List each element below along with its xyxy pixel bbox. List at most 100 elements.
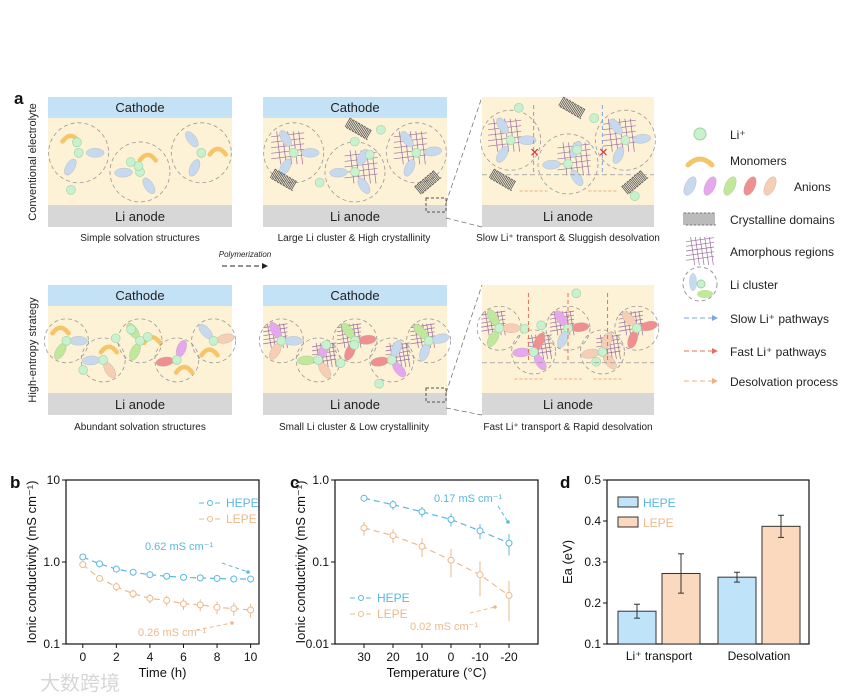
zoom-guide-line <box>445 284 483 394</box>
data-point-hepe <box>96 560 104 568</box>
legend-label: LEPE <box>226 512 257 526</box>
li-ion-icon <box>519 323 530 334</box>
anode-layer <box>263 205 447 227</box>
legend-swatch <box>617 516 639 528</box>
legend-label: Slow Li⁺ pathways <box>730 312 829 326</box>
amorphous-region-icon <box>493 118 499 152</box>
li-ion-icon <box>133 161 144 171</box>
data-point-lepe <box>179 600 187 608</box>
li-ion-icon <box>374 378 384 389</box>
li-cluster-icon <box>511 329 556 375</box>
anion-shape <box>743 176 757 196</box>
li-cluster-icon <box>263 122 325 184</box>
li-ion-icon <box>528 347 539 357</box>
anion-icon <box>612 146 625 164</box>
chart-d: d 0.1 0.2 0.3 0.4 0.5 Ea (eV) Li⁺ transport Deso… <box>560 473 810 663</box>
li-cluster-icon <box>191 318 237 364</box>
category-label: Desolvation <box>728 649 791 663</box>
amorphous-region-icon <box>344 168 378 173</box>
amorphous-region-icon <box>409 131 415 165</box>
legend-marker <box>358 611 364 617</box>
crystalline-domain-icon <box>683 212 716 226</box>
li-ion-icon <box>98 355 108 365</box>
amorphous-region-icon <box>557 165 591 171</box>
anion-icon <box>357 177 371 194</box>
y-tick-label: 10 <box>47 473 61 487</box>
caption-6: Fast Li⁺ transport & Rapid desolvation <box>483 422 652 433</box>
anode-layer <box>263 393 447 415</box>
data-point-lepe <box>146 594 154 602</box>
anion-shape <box>703 176 717 196</box>
cluster-shape <box>682 266 718 302</box>
amorphous-region-icon <box>292 131 298 165</box>
li-cluster-icon <box>44 318 89 364</box>
data-point-lepe <box>79 561 87 569</box>
cathode-label: Cathode <box>115 100 164 115</box>
x-tick-label: 20 <box>386 650 400 664</box>
amorphous-region-icon <box>584 142 590 176</box>
data-point-hepe <box>79 553 87 561</box>
li-ion-icon <box>629 191 640 201</box>
amorphous-region-icon <box>515 118 521 152</box>
monomer-icon <box>685 156 715 168</box>
schematic-conventional-2: Cathode Li anode <box>263 97 447 227</box>
li-ion-icon <box>208 335 219 346</box>
anion-icon <box>188 159 201 177</box>
amorphous-region-icon <box>415 131 421 165</box>
li-cluster-icon <box>258 318 304 364</box>
anion-icon <box>301 148 320 158</box>
amorphous-region-icon <box>349 150 355 184</box>
amorphous-region-icon <box>638 311 644 336</box>
data-point-hepe <box>129 568 137 576</box>
li-cluster-icon <box>154 337 200 383</box>
panel-letter: d <box>560 473 570 492</box>
data-point-hepe <box>247 575 255 583</box>
li-ion-icon <box>563 159 573 169</box>
y-axis-title: Ionic conductivity (mS cm⁻¹) <box>293 481 308 644</box>
x-tick-label: 4 <box>147 650 154 664</box>
amorphous-region-icon <box>685 236 715 266</box>
anode-layer <box>48 205 232 227</box>
annotation: 0.26 mS cm⁻¹ <box>138 627 206 639</box>
zoom-guide-line <box>445 96 483 204</box>
legend-swatch <box>617 496 639 508</box>
polymerization-label: Polymerization <box>219 250 272 259</box>
legend-item: Fast Li⁺ pathways <box>684 345 826 359</box>
data-point-lepe <box>247 606 255 614</box>
li-cluster-icon <box>594 109 656 171</box>
li-ion-icon <box>591 356 602 367</box>
y-tick-label: 1.0 <box>312 473 329 487</box>
legend-item: Amorphous regions <box>685 236 834 266</box>
amorphous-region-icon <box>685 246 715 252</box>
amorphous-region-icon <box>488 136 522 142</box>
data-point-hepe <box>476 527 484 535</box>
legend-item: Li⁺ <box>693 127 746 142</box>
y-axis-title: Ea (eV) <box>560 540 575 584</box>
monomer-icon <box>98 344 120 355</box>
legend-label: Li cluster <box>730 278 778 292</box>
y-axis-title: Ionic conductivity (mS cm⁻¹) <box>24 481 39 644</box>
cathode-layer <box>48 97 232 118</box>
li-cluster-icon <box>332 318 378 364</box>
data-point-lepe <box>447 556 455 564</box>
caption-4: Abundant solvation structures <box>74 422 206 433</box>
x-tick-label: 10 <box>415 650 429 664</box>
amorphous-region-icon <box>602 141 636 147</box>
anion-icon <box>518 135 537 145</box>
chart-c: c 30 20 10 0 -10 -20 0.01 0.1 1.0 Temperature (°C)… <box>290 473 539 680</box>
panel-letter: c <box>290 473 299 492</box>
li-ion-icon <box>125 157 136 167</box>
anion-icon <box>185 131 199 148</box>
monomer-icon <box>173 364 195 375</box>
amorphous-region-icon <box>276 131 282 165</box>
x-tick-label: 30 <box>357 650 371 664</box>
caption-2: Large Li cluster & High crystallinity <box>278 233 431 244</box>
row-label-high-entropy: High-entropy strategy <box>27 297 39 403</box>
amorphous-region-icon <box>355 150 360 184</box>
monomer-icon <box>137 152 158 163</box>
amorphous-region-icon <box>509 118 515 152</box>
li-cluster-icon <box>48 122 110 184</box>
data-point-hepe <box>505 539 513 547</box>
anion-icon <box>114 167 133 178</box>
monomer-icon <box>199 347 220 358</box>
